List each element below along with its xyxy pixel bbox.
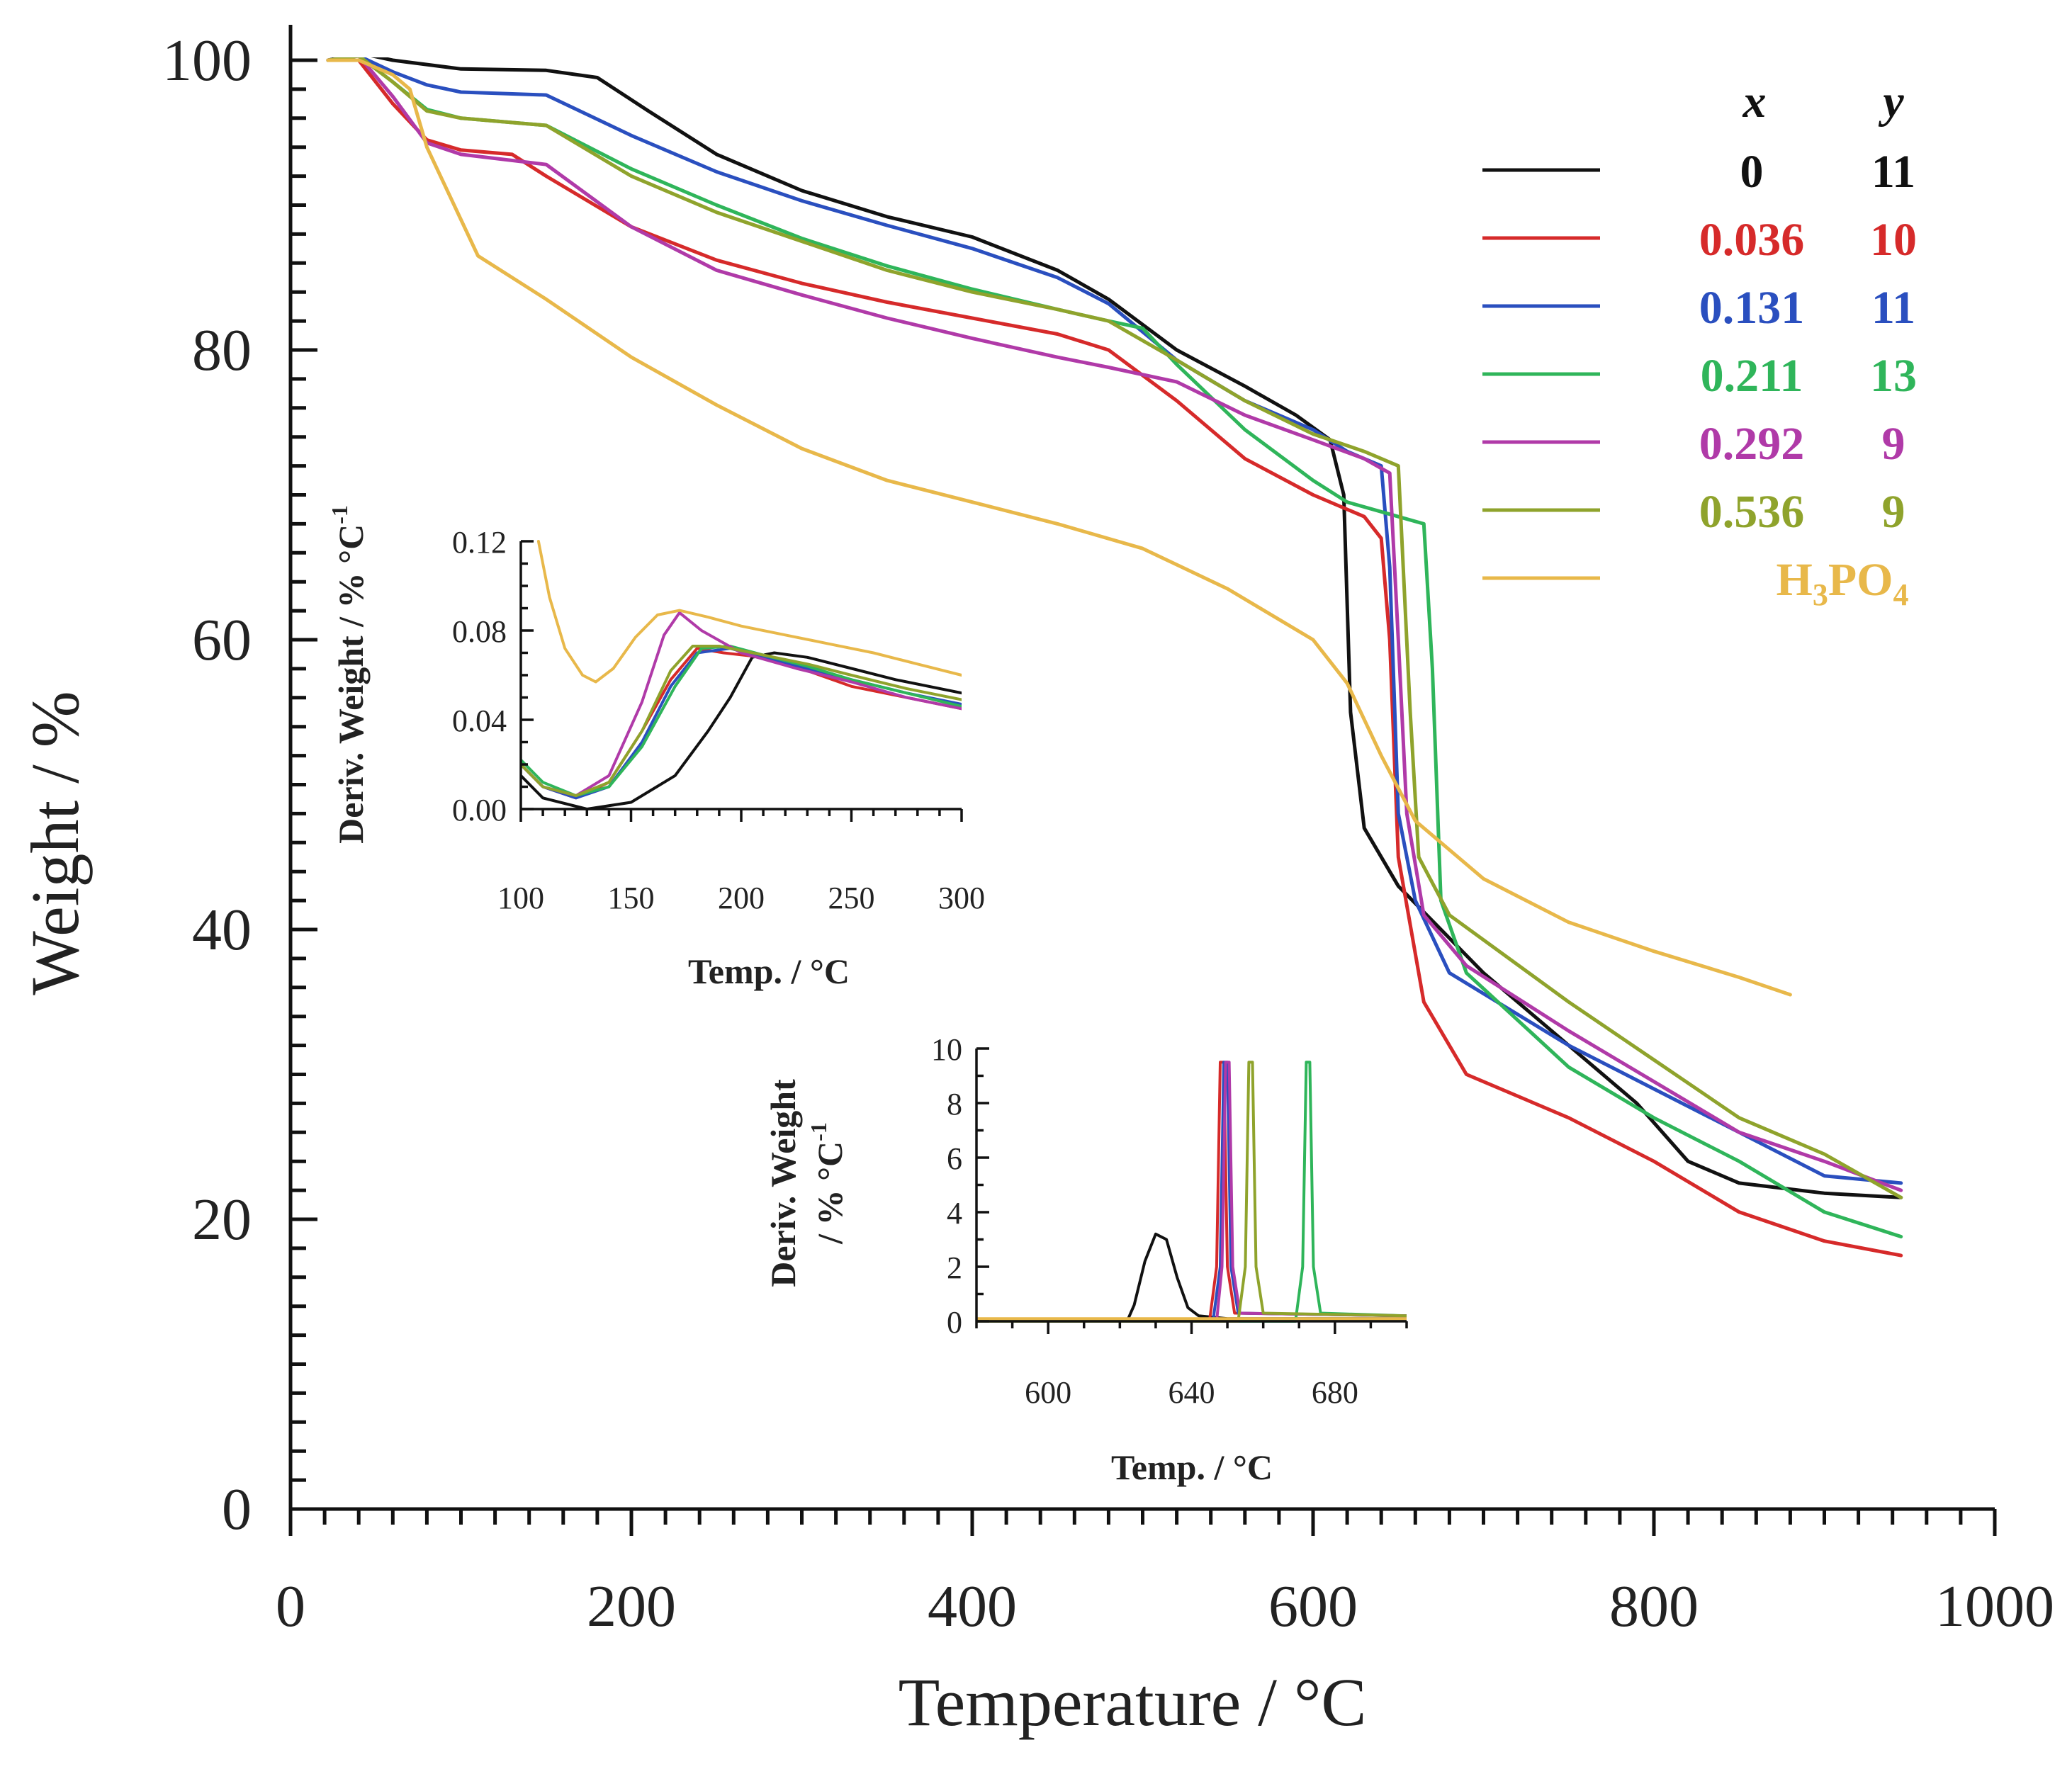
main-series-x-0-536-y-9 — [326, 57, 1903, 1199]
inset2-y-tick-label: 10 — [931, 1032, 962, 1067]
legend-label-subscript: 3 — [1813, 577, 1828, 612]
legend-y-value-4: 9 — [1882, 418, 1905, 470]
legend-entries: 0 11 0.036 10 0.131 11 0.211 13 0.292 9 0.536 9 H3PO… — [1482, 146, 1917, 612]
main-y-axis-title: Weight / % — [17, 691, 93, 995]
main-x-tick-label: 800 — [1609, 1574, 1699, 1639]
legend-header-x: x — [1742, 76, 1767, 128]
inset2-axes — [975, 1049, 1407, 1323]
inset2-y-tick-label: 8 — [947, 1087, 962, 1122]
inset2-x-tick-label: 640 — [1169, 1375, 1215, 1410]
inset2-series-x-0-536-y-9 — [976, 1061, 1407, 1323]
inset-low-temperature: 100 150 200 250 300 0.00 0.04 0.08 0.12 Temp. / … — [327, 505, 985, 991]
inset1-series-x-0-036-y-10 — [521, 647, 962, 800]
legend-label-part: PO — [1828, 554, 1893, 606]
inset1-y-tick-label: 0.08 — [452, 614, 507, 649]
inset1-series-x-0-211-y-13 — [521, 645, 962, 798]
main-x-tick-label: 0 — [276, 1574, 305, 1639]
inset2-series-x-0-292-y-9 — [976, 1061, 1407, 1323]
inset2-series-x-0-211-y-13 — [976, 1061, 1407, 1323]
inset2-x-tick-label: 680 — [1312, 1375, 1358, 1410]
legend-x-value-0: 0 — [1740, 146, 1764, 198]
legend-x-value-3: 0.211 — [1701, 350, 1803, 402]
inset2-y-axis-title-line2: / % °C-1 — [806, 1122, 850, 1245]
inset2-series-x-0-036-y-10 — [976, 1061, 1407, 1323]
inset1-series-group — [521, 540, 962, 810]
main-y-tick-label: 0 — [222, 1476, 252, 1542]
legend-y-value-2: 11 — [1871, 282, 1915, 334]
inset1-y-axis-title-superscript: -1 — [327, 505, 352, 524]
legend-label-part: H — [1777, 554, 1813, 606]
inset2-series-x-0-y-11 — [976, 1232, 1407, 1323]
main-series-x-0-292-y-9 — [326, 57, 1903, 1192]
legend-y-value-5: 9 — [1882, 486, 1905, 538]
inset2-y-tick-label: 0 — [947, 1305, 962, 1340]
inset2-y-axis-title-line1: Deriv. Weight — [763, 1079, 803, 1287]
main-y-tick-label: 40 — [192, 897, 252, 963]
inset1-x-axis-title: Temp. / °C — [688, 951, 850, 991]
legend: x y 0 11 0.036 10 0.131 11 0.211 13 0.292 9 0.536 9… — [1482, 76, 1917, 612]
main-x-tick-label: 1000 — [1935, 1574, 2054, 1639]
main-series-h3po4 — [326, 58, 1792, 997]
inset1-series-x-0-131-y-11 — [521, 647, 962, 800]
inset1-series-h3po4 — [536, 540, 962, 684]
inset2-y-axis-title-superscript: -1 — [806, 1122, 831, 1141]
main-series-x-0-y-11 — [326, 57, 1903, 1199]
inset-high-temperature: 600 640 680 0 2 4 6 8 10 Temp. / °C Deriv. Weigh… — [763, 1032, 1408, 1487]
legend-y-value-3: 13 — [1870, 350, 1917, 402]
main-series-x-0-131-y-11 — [326, 57, 1903, 1185]
inset1-y-tick-label: 0.00 — [452, 793, 507, 827]
main-series-x-0-036-y-10 — [326, 58, 1903, 1258]
main-x-tick-label: 400 — [928, 1574, 1017, 1639]
main-y-tick-label: 60 — [192, 607, 252, 673]
main-x-tick-label: 200 — [587, 1574, 676, 1639]
legend-x-value-2: 0.131 — [1699, 282, 1805, 334]
inset1-x-tick-label: 250 — [828, 881, 875, 915]
main-y-tick-label: 80 — [192, 317, 252, 383]
inset1-ticks: 100 150 200 250 300 0.00 0.04 0.08 0.12 — [452, 525, 985, 915]
inset1-x-tick-label: 300 — [938, 881, 985, 915]
inset1-y-tick-label: 0.04 — [452, 704, 507, 738]
inset2-y-tick-label: 4 — [947, 1196, 962, 1231]
inset2-y-tick-label: 2 — [947, 1250, 962, 1285]
main-series-group — [326, 57, 1903, 1258]
legend-x-value-5: 0.536 — [1699, 486, 1805, 538]
inset2-y-axis-title-line2-main: / % °C — [810, 1141, 850, 1245]
main-y-tick-label: 20 — [192, 1187, 252, 1253]
inset1-y-axis-title-main: Deriv. Weight / % °C — [331, 524, 371, 844]
legend-label-6: H3PO4 — [1777, 554, 1909, 612]
main-x-tick-label: 600 — [1268, 1574, 1358, 1639]
legend-y-value-1: 10 — [1870, 214, 1917, 266]
inset1-y-tick-label: 0.12 — [452, 525, 507, 560]
inset1-series-x-0-536-y-9 — [521, 645, 962, 798]
inset2-series-x-0-131-y-11 — [976, 1061, 1407, 1323]
legend-y-value-0: 11 — [1871, 146, 1915, 198]
inset1-x-tick-label: 100 — [497, 881, 544, 915]
legend-x-value-4: 0.292 — [1699, 418, 1805, 470]
inset1-x-tick-label: 150 — [608, 881, 655, 915]
inset2-y-tick-label: 6 — [947, 1141, 962, 1176]
legend-header-y: y — [1878, 76, 1904, 128]
main-y-tick-label: 100 — [162, 28, 252, 94]
inset2-ticks: 600 640 680 0 2 4 6 8 10 — [931, 1032, 1408, 1410]
inset2-series-group — [976, 1061, 1407, 1323]
inset2-x-tick-label: 600 — [1025, 1375, 1071, 1410]
inset1-series-x-0-292-y-9 — [521, 611, 962, 798]
inset1-x-tick-label: 200 — [718, 881, 765, 915]
main-x-axis-title: Temperature / °C — [899, 1664, 1367, 1740]
inset1-y-axis-title: Deriv. Weight / % °C-1 — [327, 505, 371, 844]
legend-label-subscript: 4 — [1893, 577, 1909, 612]
inset2-x-axis-title: Temp. / °C — [1111, 1447, 1273, 1487]
legend-x-value-1: 0.036 — [1699, 214, 1805, 266]
